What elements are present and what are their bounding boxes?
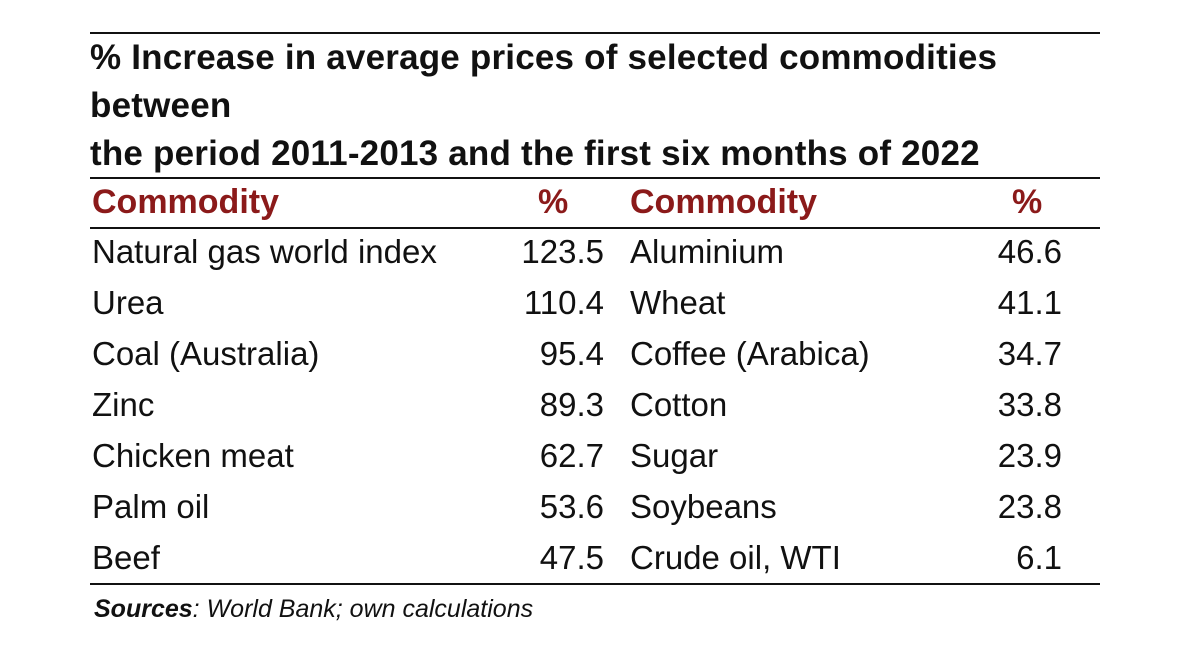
- commodity-name-right: Cotton: [630, 386, 728, 423]
- source-note: Sources: World Bank; own calculations: [94, 592, 533, 626]
- table-row: Coal (Australia) 95.4 Coffee (Arabica) 3…: [90, 328, 1100, 379]
- commodity-name-right: Coffee (Arabica): [630, 335, 870, 372]
- percent-value-right: 6.1: [1016, 539, 1062, 576]
- source-label: Sources: [94, 595, 193, 623]
- table-row: Urea 110.4 Wheat 41.1: [90, 277, 1100, 328]
- source-text: : World Bank; own calculations: [192, 595, 534, 623]
- percent-value-right: 33.8: [997, 386, 1062, 423]
- table-row: Zinc 89.3 Cotton 33.8: [90, 379, 1100, 430]
- title-rule: [90, 177, 1100, 179]
- table-row: Palm oil 53.6 Soybeans 23.8: [90, 481, 1100, 532]
- percent-value-left: 62.7: [539, 437, 604, 474]
- percent-value-left: 95.4: [539, 335, 604, 372]
- header-percent-left: %: [538, 183, 569, 221]
- commodity-name-right: Soybeans: [630, 488, 777, 525]
- percent-value-right: 46.6: [997, 233, 1062, 270]
- table-row: Chicken meat 62.7 Sugar 23.9: [90, 430, 1100, 481]
- top-rule: [90, 32, 1100, 34]
- table-body: Natural gas world index 123.5 Aluminium …: [90, 226, 1100, 583]
- percent-value-left: 110.4: [523, 284, 604, 321]
- percent-value-right: 23.8: [997, 488, 1062, 525]
- title-line-1: % Increase in average prices of selected…: [90, 38, 998, 77]
- percent-value-right: 23.9: [997, 437, 1062, 474]
- title-line-2: between: [90, 86, 232, 125]
- header-percent-right: %: [1012, 183, 1043, 221]
- percent-value-left: 123.5: [521, 233, 604, 270]
- commodity-name-left: Natural gas world index: [92, 233, 437, 270]
- percent-value-left: 53.6: [539, 488, 604, 525]
- commodity-name-left: Urea: [92, 284, 164, 321]
- table-title: % Increase in average prices of selected…: [90, 34, 1100, 178]
- percent-value-right: 34.7: [997, 335, 1062, 372]
- commodity-name-left: Beef: [92, 539, 160, 576]
- commodity-name-right: Aluminium: [630, 233, 785, 270]
- percent-value-left: 89.3: [539, 386, 604, 423]
- table-row: Beef 47.5 Crude oil, WTI 6.1: [90, 532, 1100, 583]
- header-commodity-left: Commodity: [92, 183, 279, 221]
- commodity-name-right: Sugar: [630, 437, 719, 474]
- bottom-rule: [90, 583, 1100, 585]
- commodity-name-right: Wheat: [630, 284, 726, 321]
- title-line-3: the period 2011-2013 and the first six m…: [90, 134, 980, 173]
- percent-value-right: 41.1: [997, 284, 1062, 321]
- header-commodity-right: Commodity: [630, 183, 817, 221]
- commodity-name-left: Palm oil: [92, 488, 210, 525]
- commodity-name-left: Coal (Australia): [92, 335, 320, 372]
- percent-value-left: 47.5: [539, 539, 604, 576]
- header-rule: [90, 227, 1100, 229]
- table-row: Natural gas world index 123.5 Aluminium …: [90, 226, 1100, 277]
- commodity-name-left: Zinc: [92, 386, 155, 423]
- commodity-name-right: Crude oil, WTI: [630, 539, 841, 576]
- commodity-name-left: Chicken meat: [92, 437, 294, 474]
